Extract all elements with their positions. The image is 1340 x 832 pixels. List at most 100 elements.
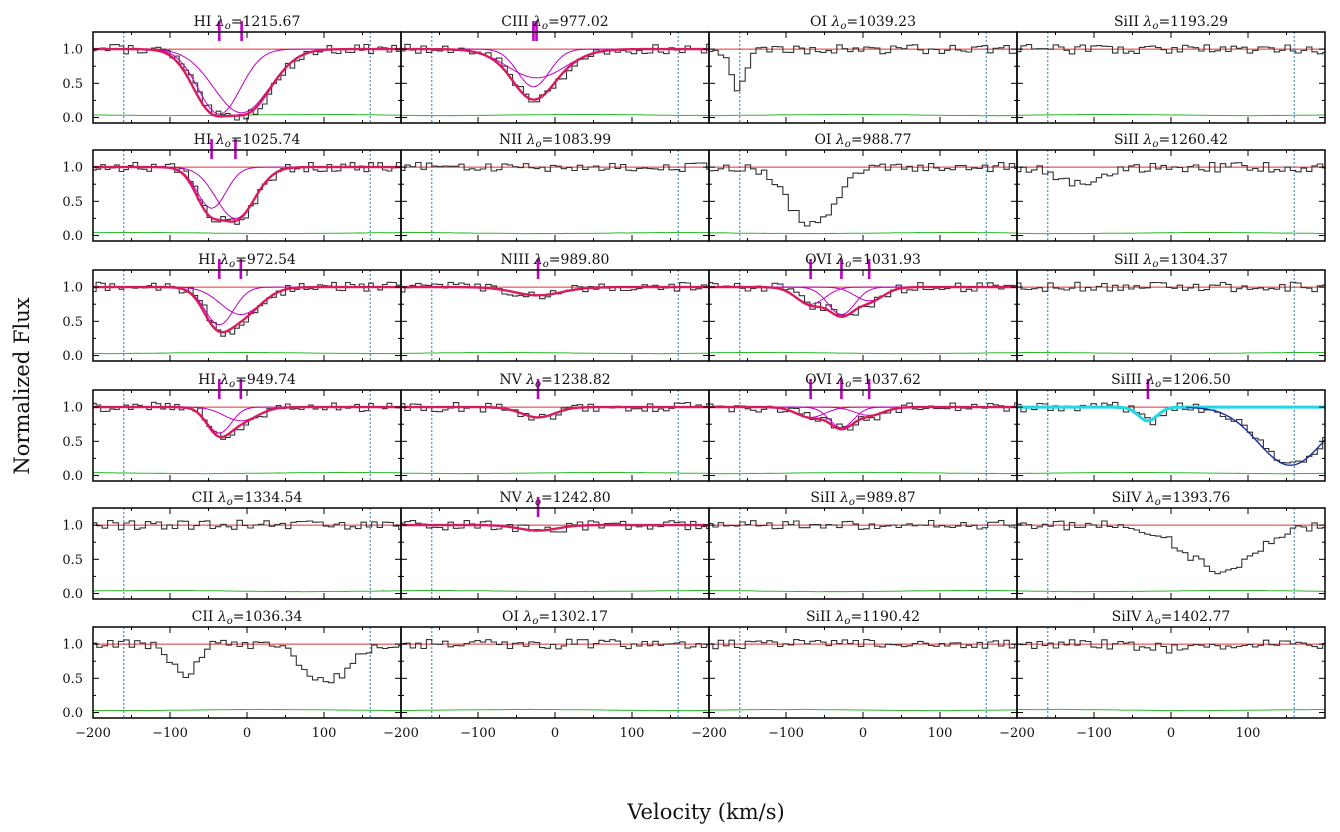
panel-frame <box>708 149 1018 242</box>
error-spectrum <box>1017 231 1325 235</box>
error-spectrum <box>709 589 1017 593</box>
panel-title: OVI λo=1037.62 <box>805 372 921 390</box>
panel-title: OI λo=988.77 <box>814 132 911 150</box>
error-spectrum <box>1017 114 1325 117</box>
y-tick-label: 0.0 <box>62 229 83 244</box>
panel-siiv-1393-76: SiIV λo=1393.76 <box>1016 490 1326 600</box>
error-spectrum <box>1017 351 1325 355</box>
panel-siii-1260-42: SiII λo=1260.42 <box>1016 132 1326 242</box>
x-tick-label: 100 <box>1236 726 1261 741</box>
error-spectrum <box>709 471 1017 475</box>
total-model-profile <box>401 523 709 532</box>
panel-ovi-1031-93: OVI λo=1031.93 <box>708 252 1018 362</box>
y-tick-label: 0.0 <box>62 469 83 484</box>
x-tick-label: −100 <box>460 726 496 741</box>
x-tick-label: −100 <box>1076 726 1112 741</box>
panel-title: SiII λo=1304.37 <box>1114 252 1228 270</box>
error-spectrum <box>93 589 401 593</box>
total-model-profile <box>1017 405 1325 423</box>
error-spectrum <box>93 471 401 475</box>
panel-title: CIII λo=977.02 <box>501 14 608 32</box>
panel-title: OVI λo=1031.93 <box>805 252 921 270</box>
x-tick-label: −200 <box>75 726 111 741</box>
y-tick-label: 1.0 <box>62 43 83 58</box>
panel-oi-1039-23: OI λo=1039.23 <box>708 14 1018 124</box>
error-spectrum <box>93 351 401 355</box>
x-tick-label: 0 <box>551 726 559 741</box>
observed-spectrum <box>93 161 401 225</box>
error-spectrum <box>401 471 709 475</box>
error-spectrum <box>709 708 1017 712</box>
panel-siii-1190-42: SiII λo=1190.42 <box>708 609 1018 719</box>
error-spectrum <box>401 351 709 355</box>
panel-frame <box>1016 389 1326 482</box>
panel-title: NIII λo=989.80 <box>501 252 610 270</box>
panel-hi-1025-74: 0.0 0.5 1.0 HI λo=1025.74 <box>62 132 402 244</box>
panel-title: OI λo=1039.23 <box>810 14 916 32</box>
y-axis-label: Normalized Flux <box>10 297 34 474</box>
panel-title: SiII λo=1260.42 <box>1114 132 1228 150</box>
error-spectrum <box>93 708 401 712</box>
x-tick-label: 100 <box>620 726 645 741</box>
panel-title: SiIV λo=1393.76 <box>1112 490 1231 508</box>
observed-spectrum <box>1017 520 1325 575</box>
panel-nv-1238-82: NV λo=1238.82 <box>400 372 710 482</box>
component-profile <box>93 286 401 326</box>
panel-ovi-1037-62: OVI λo=1037.62 <box>708 372 1018 482</box>
panel-title: NV λo=1238.82 <box>499 372 610 390</box>
panel-frame <box>708 269 1018 362</box>
component-profile <box>93 286 401 316</box>
observed-spectrum <box>401 43 709 103</box>
panel-nv-1242-80: NV λo=1242.80 <box>400 490 710 600</box>
error-spectrum <box>709 113 1017 117</box>
component-profile <box>709 286 1017 316</box>
panel-frame <box>400 389 710 482</box>
x-tick-label: 100 <box>928 726 953 741</box>
panel-title: CII λo=1334.54 <box>192 490 303 508</box>
y-tick-label: 0.0 <box>62 349 83 364</box>
panel-siii-1304-37: SiII λo=1304.37 <box>1016 252 1326 362</box>
panel-frame <box>400 149 710 242</box>
y-tick-label: 1.0 <box>62 519 83 534</box>
panel-title: SiIV λo=1402.77 <box>1112 609 1231 627</box>
panel-frame <box>708 389 1018 482</box>
y-tick-label: 0.5 <box>62 77 83 92</box>
y-tick-label: 1.0 <box>62 161 83 176</box>
x-tick-label: 0 <box>859 726 867 741</box>
observed-spectrum <box>1017 401 1325 464</box>
panel-niii-989-80: NIII λo=989.80 <box>400 252 710 362</box>
panel-frame <box>400 269 710 362</box>
x-tick-label: −100 <box>768 726 804 741</box>
panel-title: HI λo=1025.74 <box>194 132 301 150</box>
total-model-profile <box>93 285 401 334</box>
error-spectrum <box>401 231 709 235</box>
panel-frame <box>400 507 710 600</box>
panel-oi-1302-17: OI λo=1302.17 <box>400 609 710 719</box>
panel-oi-988-77: OI λo=988.77 <box>708 132 1018 242</box>
panel-hi-949-74: 0.0 0.5 1.0 HI λo=949.74 <box>62 372 402 484</box>
total-model-profile <box>709 285 1017 319</box>
panel-frame <box>1016 31 1326 124</box>
y-tick-label: 0.5 <box>62 315 83 330</box>
panel-title: SiII λo=989.87 <box>810 490 915 508</box>
y-tick-label: 0.0 <box>62 111 83 126</box>
total-model-profile <box>93 47 401 118</box>
panel-frame <box>708 507 1018 600</box>
component-profile <box>93 166 401 209</box>
panel-title: NV λo=1242.80 <box>499 490 610 508</box>
observed-spectrum <box>93 639 401 684</box>
y-tick-label: 1.0 <box>62 281 83 296</box>
x-tick-label: −200 <box>691 726 727 741</box>
total-model-profile <box>401 405 709 419</box>
y-tick-label: 0.5 <box>62 672 83 687</box>
observed-spectrum <box>709 162 1017 227</box>
error-spectrum <box>401 113 709 117</box>
observed-spectrum <box>93 519 401 531</box>
panel-title: SiIII λo=1206.50 <box>1111 372 1231 390</box>
error-spectrum <box>401 589 709 593</box>
observed-spectrum <box>1017 639 1325 654</box>
panel-hi-1215-67: 0.0 0.5 1.0 HI λo=1215.67 <box>62 14 402 126</box>
observed-spectrum <box>709 639 1017 650</box>
panel-frame <box>92 507 402 600</box>
